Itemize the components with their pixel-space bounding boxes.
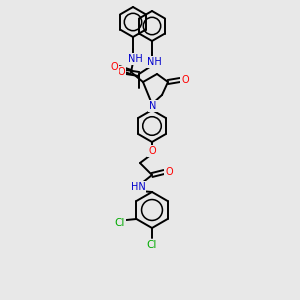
Text: Cl: Cl [147,240,157,250]
Text: NH: NH [147,57,161,67]
Text: NH: NH [128,54,142,64]
Text: N: N [149,101,157,111]
Text: O: O [181,75,189,85]
Text: O: O [110,62,118,72]
Text: O: O [165,167,173,177]
Text: O: O [117,67,125,77]
Text: HN: HN [130,182,146,192]
Text: O: O [148,146,156,156]
Text: Cl: Cl [114,218,124,228]
